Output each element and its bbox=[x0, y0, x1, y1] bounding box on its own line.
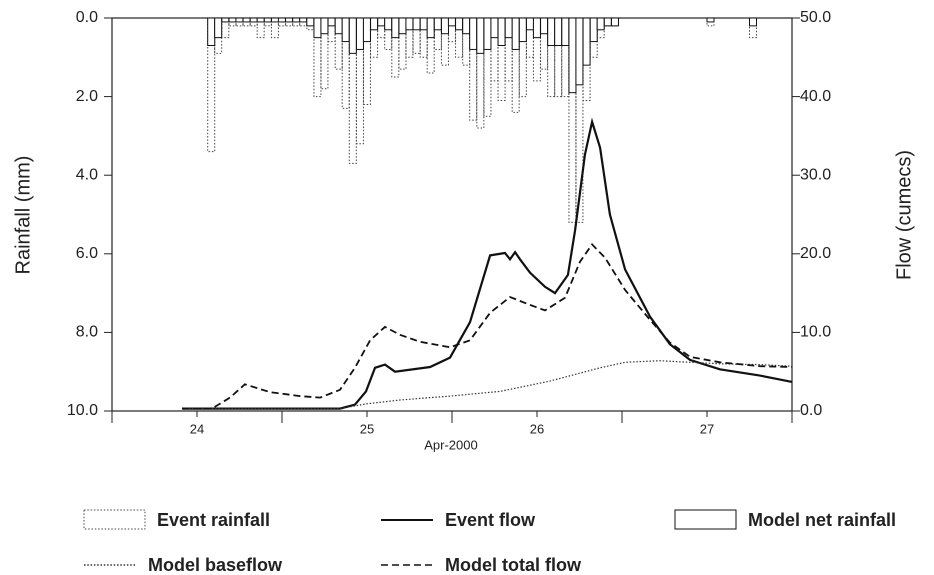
rainfall-bar bbox=[384, 17, 393, 31]
rainfall-bar bbox=[370, 17, 379, 31]
rainfall-bar bbox=[391, 17, 400, 39]
rainfall-bar bbox=[299, 17, 308, 23]
y2-tick-label: 0.0 bbox=[800, 402, 822, 419]
flow-line bbox=[182, 117, 793, 410]
rainfall-bar bbox=[214, 17, 223, 39]
y2-tick-label: 40.0 bbox=[800, 88, 831, 105]
y2-axis-title: Flow (cumecs) bbox=[893, 150, 915, 280]
rainfall-bar bbox=[504, 17, 513, 39]
rainfall-bar bbox=[706, 17, 715, 23]
rainfall-bar bbox=[249, 17, 258, 23]
rainfall-bar bbox=[575, 17, 584, 86]
rainfall-bar bbox=[749, 17, 757, 27]
y-tick-label: 8.0 bbox=[76, 324, 98, 341]
rainfall-bar bbox=[525, 17, 534, 31]
rainfall-bar bbox=[426, 17, 435, 39]
flow-line bbox=[182, 242, 793, 410]
y2-tick-label: 10.0 bbox=[800, 324, 831, 341]
x-tick-label: 27 bbox=[700, 421, 714, 436]
rainfall-bar bbox=[292, 17, 301, 23]
rainfall-bar bbox=[483, 17, 492, 50]
legend-label: Event flow bbox=[445, 510, 536, 530]
y2-tick-label: 50.0 bbox=[800, 9, 831, 26]
x-tick-label: 24 bbox=[190, 421, 204, 436]
rainfall-bar bbox=[490, 17, 499, 39]
rainfall-bar bbox=[362, 17, 371, 43]
rainfall-bar bbox=[610, 17, 619, 27]
rainfall-bar bbox=[256, 17, 265, 23]
y-tick-label: 0.0 bbox=[76, 9, 98, 26]
y-tick-label: 6.0 bbox=[76, 245, 98, 262]
rainfall-bar bbox=[419, 17, 428, 31]
y-tick-label: 10.0 bbox=[67, 402, 98, 419]
rainfall-bar bbox=[532, 17, 541, 39]
legend-label: Event rainfall bbox=[157, 510, 270, 530]
rainfall-bar bbox=[518, 17, 527, 43]
y-tick-label: 2.0 bbox=[76, 88, 98, 105]
rainfall-bar bbox=[341, 17, 350, 43]
rainfall-bar bbox=[327, 17, 336, 27]
y-axis-title: Rainfall (mm) bbox=[12, 156, 34, 275]
rainfall-bar bbox=[603, 17, 612, 27]
rainfall-bar bbox=[462, 17, 471, 35]
rainfall-bar bbox=[582, 17, 591, 66]
rainfall-bar bbox=[334, 17, 343, 35]
y2-tick-label: 20.0 bbox=[800, 245, 831, 262]
rainfall-bar bbox=[228, 17, 237, 23]
rainfall-bar bbox=[455, 17, 464, 31]
rainfall-bar bbox=[547, 17, 556, 47]
x-tick-label: 26 bbox=[530, 421, 544, 436]
y-tick-label: 4.0 bbox=[76, 166, 98, 183]
x-axis-title: Apr-2000 bbox=[424, 437, 477, 452]
rainfall-bar bbox=[511, 17, 520, 50]
rainfall-bar bbox=[270, 17, 279, 23]
rainfall-bar bbox=[596, 17, 605, 31]
rainfall-bar bbox=[568, 17, 577, 94]
legend-label: Model total flow bbox=[445, 555, 582, 575]
rainfall-bar bbox=[447, 17, 456, 27]
rainfall-bar bbox=[377, 17, 386, 27]
rainfall-bar bbox=[561, 17, 570, 47]
rainfall-bar bbox=[320, 17, 329, 35]
rainfall-bar bbox=[263, 17, 272, 23]
legend-label: Model net rainfall bbox=[748, 510, 896, 530]
y2-tick-label: 30.0 bbox=[800, 166, 831, 183]
rainfall-bar bbox=[207, 17, 216, 47]
rainfall-bar bbox=[476, 17, 485, 54]
rainfall-bar bbox=[469, 17, 478, 50]
legend-swatch bbox=[83, 509, 146, 530]
x-tick-label: 25 bbox=[360, 421, 374, 436]
flow-line bbox=[182, 360, 793, 410]
rainfall-bar bbox=[540, 17, 549, 35]
rainfall-bar bbox=[589, 17, 598, 43]
rainfall-bar bbox=[398, 17, 407, 35]
rainfall-bar bbox=[235, 17, 244, 23]
rainfall-bar bbox=[242, 17, 251, 23]
rainfall-bar bbox=[348, 17, 357, 54]
legend-swatch bbox=[674, 509, 737, 530]
rainfall-bar bbox=[497, 17, 506, 47]
rainfall-bar bbox=[221, 17, 230, 23]
rainfall-bar bbox=[440, 17, 449, 35]
rainfall-bar bbox=[412, 17, 421, 31]
rainfall-bar bbox=[306, 17, 315, 27]
rainfall-bar bbox=[277, 17, 286, 23]
rainfall-bar bbox=[313, 17, 322, 39]
legend-label: Model baseflow bbox=[148, 555, 283, 575]
rainfall-bar bbox=[355, 17, 364, 50]
rainfall-bar bbox=[554, 17, 563, 47]
rainfall-bar bbox=[285, 17, 294, 23]
rainfall-bar bbox=[405, 17, 414, 31]
rainfall-bar bbox=[433, 17, 442, 31]
